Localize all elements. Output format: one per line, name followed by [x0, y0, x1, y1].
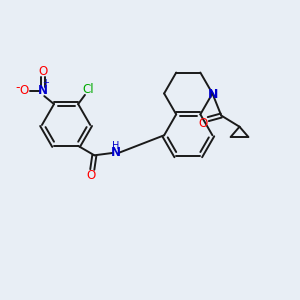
- Text: O: O: [87, 169, 96, 182]
- Text: +: +: [42, 78, 49, 87]
- Text: N: N: [110, 146, 121, 159]
- Text: O: O: [19, 84, 28, 97]
- Text: H: H: [112, 142, 119, 152]
- Text: N: N: [38, 84, 48, 97]
- Text: O: O: [38, 65, 47, 79]
- Text: -: -: [15, 81, 20, 94]
- Text: Cl: Cl: [82, 83, 94, 96]
- Text: N: N: [208, 88, 218, 100]
- Text: O: O: [198, 117, 208, 130]
